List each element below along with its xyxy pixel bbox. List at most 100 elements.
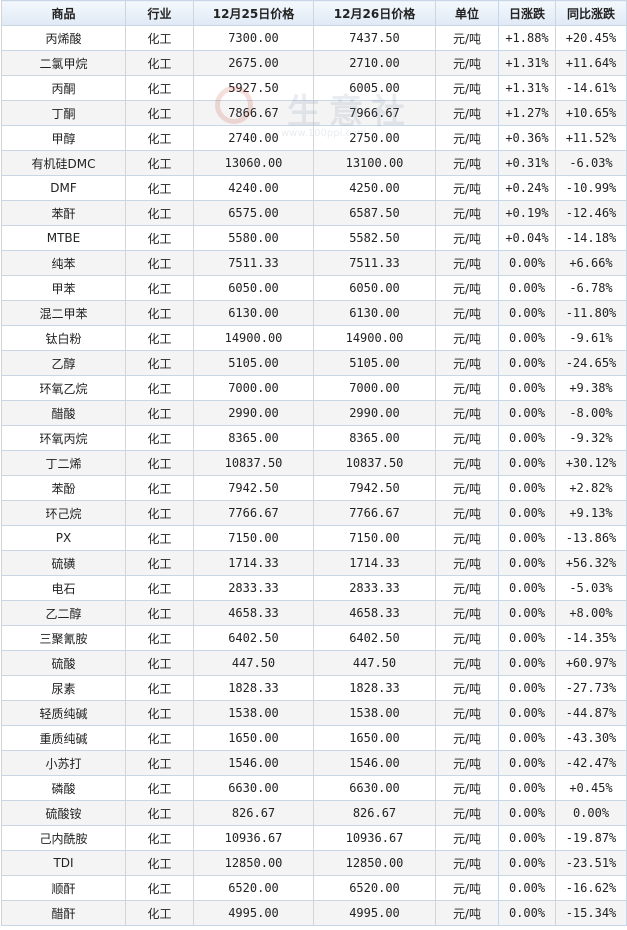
product-name[interactable]: 醋酐 xyxy=(1,900,126,926)
daily-change: 0.00% xyxy=(498,375,556,401)
daily-change: +1.31% xyxy=(498,50,556,76)
product-name[interactable]: TDI xyxy=(1,850,126,876)
unit-cell: 元/吨 xyxy=(435,775,499,801)
product-name[interactable]: 己内酰胺 xyxy=(1,825,126,851)
product-name[interactable]: 乙二醇 xyxy=(1,600,126,626)
table-row: 乙二醇 化工 4658.33 4658.33 元/吨 0.00% +8.00% xyxy=(1,600,627,626)
industry-cell: 化工 xyxy=(125,250,194,276)
header-daily-change[interactable]: 日涨跌 xyxy=(498,0,556,26)
product-name[interactable]: 环氧丙烷 xyxy=(1,425,126,451)
industry-cell: 化工 xyxy=(125,775,194,801)
table-row: 轻质纯碱 化工 1538.00 1538.00 元/吨 0.00% -44.87% xyxy=(1,700,627,726)
product-name[interactable]: 有机硅DMC xyxy=(1,150,126,176)
price-dec25: 6130.00 xyxy=(193,300,314,326)
product-name[interactable]: 硫磺 xyxy=(1,550,126,576)
price-dec25: 2990.00 xyxy=(193,400,314,426)
table-row: PX 化工 7150.00 7150.00 元/吨 0.00% -13.86% xyxy=(1,525,627,551)
product-name[interactable]: 重质纯碱 xyxy=(1,725,126,751)
product-name[interactable]: 醋酸 xyxy=(1,400,126,426)
unit-cell: 元/吨 xyxy=(435,500,499,526)
product-name[interactable]: 丙烯酸 xyxy=(1,25,126,51)
table-row: 甲苯 化工 6050.00 6050.00 元/吨 0.00% -6.78% xyxy=(1,275,627,301)
product-name[interactable]: 乙醇 xyxy=(1,350,126,376)
unit-cell: 元/吨 xyxy=(435,375,499,401)
daily-change: 0.00% xyxy=(498,400,556,426)
table-row: 重质纯碱 化工 1650.00 1650.00 元/吨 0.00% -43.30% xyxy=(1,725,627,751)
product-name[interactable]: 硫酸 xyxy=(1,650,126,676)
product-name[interactable]: DMF xyxy=(1,175,126,201)
price-dec26: 6630.00 xyxy=(313,775,436,801)
product-name[interactable]: 钛白粉 xyxy=(1,325,126,351)
product-name[interactable]: 二氯甲烷 xyxy=(1,50,126,76)
product-name[interactable]: 甲苯 xyxy=(1,275,126,301)
product-name[interactable]: 甲醇 xyxy=(1,125,126,151)
industry-cell: 化工 xyxy=(125,875,194,901)
product-name[interactable]: 苯酚 xyxy=(1,475,126,501)
industry-cell: 化工 xyxy=(125,900,194,926)
industry-cell: 化工 xyxy=(125,750,194,776)
table-row: 三聚氰胺 化工 6402.50 6402.50 元/吨 0.00% -14.35% xyxy=(1,625,627,651)
product-name[interactable]: 三聚氰胺 xyxy=(1,625,126,651)
product-name[interactable]: 丙酮 xyxy=(1,75,126,101)
yoy-change: -8.00% xyxy=(555,400,627,426)
product-name[interactable]: 纯苯 xyxy=(1,250,126,276)
yoy-change: +11.64% xyxy=(555,50,627,76)
header-industry[interactable]: 行业 xyxy=(125,0,194,26)
product-name[interactable]: 丁酮 xyxy=(1,100,126,126)
product-name[interactable]: MTBE xyxy=(1,225,126,251)
yoy-change: +0.45% xyxy=(555,775,627,801)
daily-change: 0.00% xyxy=(498,300,556,326)
price-dec25: 7000.00 xyxy=(193,375,314,401)
header-yoy-change[interactable]: 同比涨跌 xyxy=(555,0,627,26)
industry-cell: 化工 xyxy=(125,425,194,451)
table-row: 苯酚 化工 7942.50 7942.50 元/吨 0.00% +2.82% xyxy=(1,475,627,501)
product-name[interactable]: 苯酐 xyxy=(1,200,126,226)
price-dec25: 13060.00 xyxy=(193,150,314,176)
unit-cell: 元/吨 xyxy=(435,275,499,301)
product-name[interactable]: 顺酐 xyxy=(1,875,126,901)
header-price-dec25[interactable]: 12月25日价格 xyxy=(193,0,314,26)
yoy-change: -9.32% xyxy=(555,425,627,451)
price-dec26: 6587.50 xyxy=(313,200,436,226)
header-price-dec26[interactable]: 12月26日价格 xyxy=(313,0,436,26)
yoy-change: -14.18% xyxy=(555,225,627,251)
header-unit[interactable]: 单位 xyxy=(435,0,499,26)
product-name[interactable]: 尿素 xyxy=(1,675,126,701)
daily-change: 0.00% xyxy=(498,475,556,501)
daily-change: 0.00% xyxy=(498,500,556,526)
daily-change: +0.36% xyxy=(498,125,556,151)
product-name[interactable]: 混二甲苯 xyxy=(1,300,126,326)
product-name[interactable]: 轻质纯碱 xyxy=(1,700,126,726)
product-name[interactable]: 磷酸 xyxy=(1,775,126,801)
product-name[interactable]: 丁二烯 xyxy=(1,450,126,476)
price-dec26: 2833.33 xyxy=(313,575,436,601)
daily-change: 0.00% xyxy=(498,825,556,851)
yoy-change: -23.51% xyxy=(555,850,627,876)
yoy-change: +30.12% xyxy=(555,450,627,476)
yoy-change: -16.62% xyxy=(555,875,627,901)
header-product[interactable]: 商品 xyxy=(1,0,126,26)
product-name[interactable]: 环己烷 xyxy=(1,500,126,526)
daily-change: +0.04% xyxy=(498,225,556,251)
product-name[interactable]: 小苏打 xyxy=(1,750,126,776)
yoy-change: -43.30% xyxy=(555,725,627,751)
price-dec26: 6005.00 xyxy=(313,75,436,101)
product-name[interactable]: 硫酸铵 xyxy=(1,800,126,826)
table-row: 硫磺 化工 1714.33 1714.33 元/吨 0.00% +56.32% xyxy=(1,550,627,576)
daily-change: 0.00% xyxy=(498,350,556,376)
daily-change: 0.00% xyxy=(498,875,556,901)
unit-cell: 元/吨 xyxy=(435,650,499,676)
daily-change: +0.24% xyxy=(498,175,556,201)
unit-cell: 元/吨 xyxy=(435,900,499,926)
industry-cell: 化工 xyxy=(125,625,194,651)
product-name[interactable]: 电石 xyxy=(1,575,126,601)
product-name[interactable]: PX xyxy=(1,525,126,551)
industry-cell: 化工 xyxy=(125,800,194,826)
price-dec25: 7766.67 xyxy=(193,500,314,526)
product-name[interactable]: 环氧乙烷 xyxy=(1,375,126,401)
price-dec26: 7150.00 xyxy=(313,525,436,551)
price-dec25: 7511.33 xyxy=(193,250,314,276)
daily-change: 0.00% xyxy=(498,900,556,926)
price-dec25: 1714.33 xyxy=(193,550,314,576)
yoy-change: +8.00% xyxy=(555,600,627,626)
